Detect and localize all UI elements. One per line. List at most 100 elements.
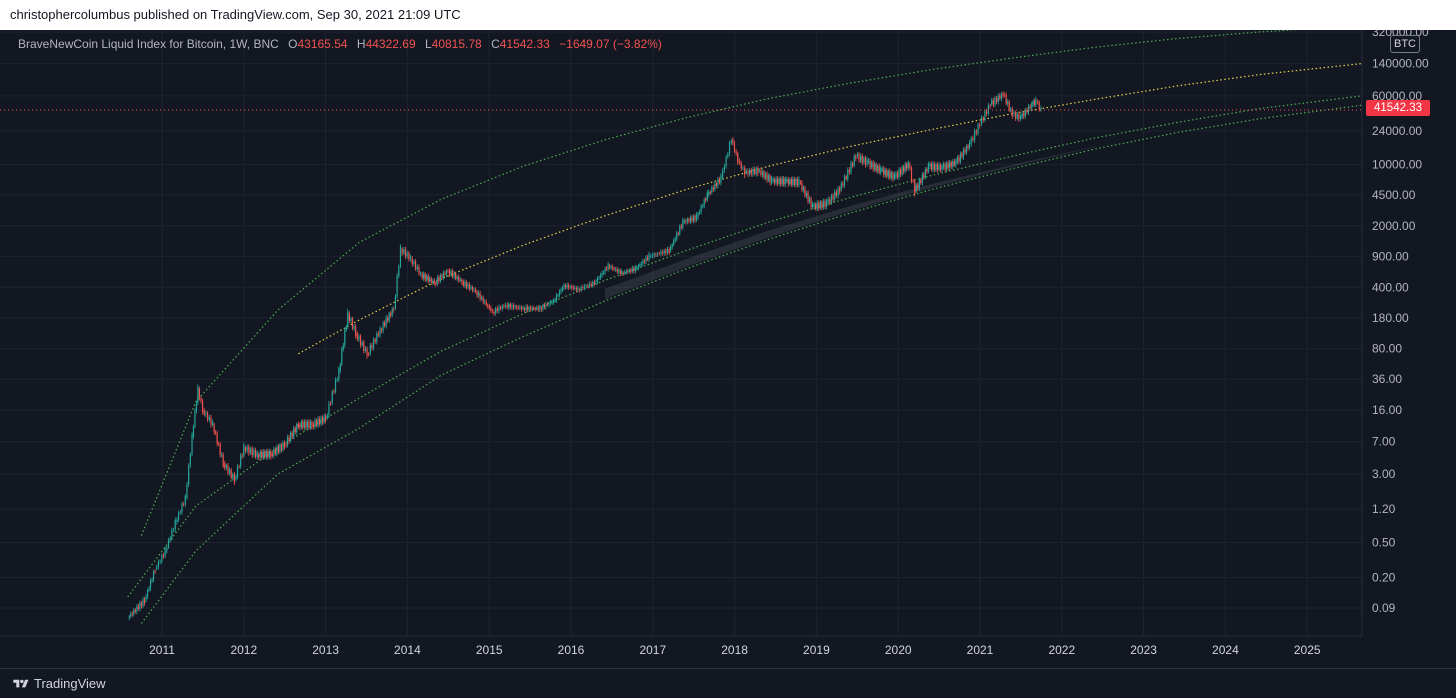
candle-body	[880, 167, 882, 173]
candle-body	[325, 416, 327, 421]
candle-body	[941, 165, 943, 170]
candle-body	[772, 178, 774, 181]
y-tick-label: 900.00	[1372, 249, 1409, 263]
candle-body	[359, 336, 362, 346]
candle-body	[783, 178, 785, 185]
candle-body	[356, 333, 358, 340]
tradingview-brand[interactable]: TradingView	[12, 676, 106, 691]
candle-body	[450, 270, 452, 275]
candle-body	[805, 192, 808, 196]
candle-body	[640, 263, 643, 265]
candle-body	[1036, 101, 1039, 103]
candle-body	[774, 178, 776, 184]
candle-body	[179, 512, 181, 513]
candle-body	[899, 169, 902, 175]
candle-body	[718, 179, 721, 183]
candle-body	[353, 326, 355, 329]
candle-body	[935, 164, 937, 170]
candle-body	[642, 260, 644, 264]
candle-body	[227, 465, 229, 473]
candle-body	[592, 281, 594, 286]
candle-body	[133, 609, 135, 615]
candle-body	[318, 418, 321, 425]
candle-body	[474, 289, 477, 292]
price-chart[interactable]: 320000.00 140000.00 60000.00 24000.00 10000.…	[0, 30, 1456, 668]
candle-body	[385, 317, 387, 326]
candle-body	[539, 307, 541, 310]
candle-body	[254, 449, 257, 457]
candle-body	[596, 278, 599, 282]
candle-body	[612, 267, 614, 269]
chart-area[interactable]: 320000.00 140000.00 60000.00 24000.00 10000.…	[0, 30, 1456, 668]
candle-body	[883, 168, 885, 176]
candle-body	[249, 448, 252, 454]
candle-body	[582, 287, 584, 288]
candle-body	[167, 540, 170, 548]
candle-body	[711, 187, 713, 193]
y-tick-label: 3.00	[1372, 467, 1396, 481]
candle-body	[146, 590, 149, 597]
candle-body	[481, 297, 483, 299]
candle-body	[379, 328, 381, 336]
candle-body	[1014, 112, 1017, 119]
candle-body	[189, 454, 191, 466]
candle-body	[720, 175, 722, 183]
candle-body	[377, 333, 380, 336]
candle-body	[306, 421, 309, 428]
candle-body	[714, 183, 716, 190]
candle-body	[248, 446, 250, 454]
candle-body	[572, 287, 574, 289]
candle-body	[244, 447, 247, 452]
candle-body	[388, 313, 390, 321]
candle-body	[740, 162, 742, 169]
candle-body	[1029, 106, 1031, 108]
time-axis[interactable]: 2011 2012 2013 2014 2015 2016 2017 2018 2019 2020…	[149, 643, 1321, 657]
candle-body	[262, 451, 264, 458]
candle-body	[201, 400, 204, 413]
candle-body	[490, 308, 492, 311]
candle-body	[784, 178, 786, 185]
trend-band-lowest	[140, 104, 1362, 624]
candle-body	[936, 164, 939, 170]
candle-body	[533, 308, 535, 309]
currency-badge[interactable]: BTC	[1390, 35, 1420, 53]
candle-body	[380, 330, 383, 331]
candle-body	[358, 336, 360, 340]
candle-body	[804, 187, 806, 196]
candle-body	[970, 137, 972, 145]
candle-body	[877, 165, 879, 171]
candle-body	[311, 421, 313, 428]
candle-body	[216, 433, 218, 444]
y-tick-label: 140000.00	[1372, 57, 1429, 71]
candle-body	[979, 124, 981, 127]
candle-body	[1026, 109, 1028, 113]
candle-body	[607, 264, 609, 270]
candle-body	[697, 213, 699, 218]
candle-body	[258, 454, 260, 458]
candle-body	[560, 290, 562, 292]
candle-body	[610, 267, 612, 268]
candle-body	[967, 146, 969, 149]
candle-body	[1002, 93, 1004, 96]
candle-body	[166, 547, 168, 552]
candle-body	[194, 410, 196, 427]
trend-band-mid	[298, 63, 1362, 355]
candle-body	[495, 308, 497, 314]
price-axis[interactable]: 320000.00 140000.00 60000.00 24000.00 10000.…	[1372, 30, 1429, 615]
candle-body	[980, 117, 983, 124]
candle-body	[1040, 108, 1042, 110]
candle-body	[686, 219, 688, 222]
y-tick-label: 320000.00	[1372, 30, 1429, 39]
candle-body	[1032, 100, 1034, 105]
candle-body	[140, 602, 143, 607]
trend-band-lower	[127, 95, 1362, 598]
candle-body	[534, 308, 536, 310]
candle-body	[735, 151, 737, 154]
candle-body	[188, 465, 190, 485]
candle-body	[205, 412, 207, 415]
candle-body	[134, 609, 136, 612]
candle-body	[962, 149, 965, 158]
candle-body	[764, 173, 767, 178]
candle-body	[536, 307, 538, 309]
candle-body	[455, 273, 457, 279]
